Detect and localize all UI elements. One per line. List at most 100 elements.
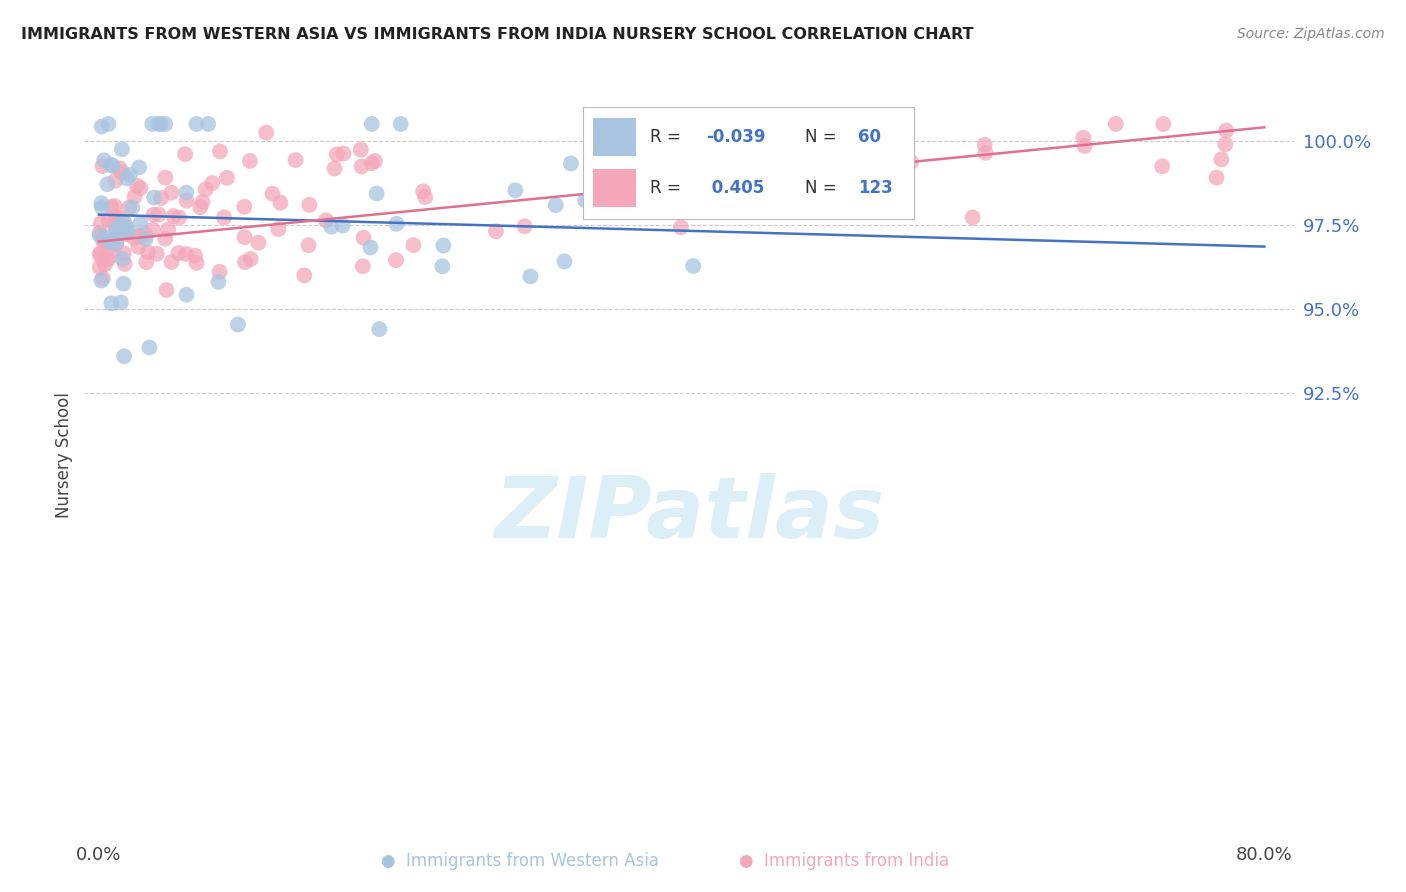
Point (212, 211, 235, 225)
Point (104, 215, 127, 229)
Point (115, 222, 138, 236)
Point (93, 153, 115, 168)
Point (845, 163, 868, 178)
Point (616, 136, 638, 151)
Point (364, 154, 387, 169)
Point (89, 227, 111, 241)
Point (247, 235, 270, 250)
Point (90, 120, 112, 134)
Point (112, 215, 135, 229)
Text: IMMIGRANTS FROM WESTERN ASIA VS IMMIGRANTS FROM INDIA NURSERY SCHOOL CORRELATION: IMMIGRANTS FROM WESTERN ASIA VS IMMIGRAN… (21, 27, 973, 42)
Text: 60: 60 (858, 128, 880, 146)
Text: ZIPatlas: ZIPatlas (494, 474, 884, 557)
Point (900, 154, 922, 169)
Point (332, 219, 354, 233)
Point (97, 117, 120, 131)
Point (298, 198, 321, 212)
Point (962, 211, 984, 225)
Point (103, 248, 125, 262)
Point (323, 161, 346, 176)
Point (186, 256, 208, 270)
Point (90, 273, 112, 287)
Point (197, 117, 219, 131)
Point (112, 349, 135, 363)
Point (91, 235, 114, 249)
Point (128, 228, 150, 243)
Point (208, 145, 231, 159)
Point (413, 190, 436, 204)
Point (96, 177, 118, 191)
Point (97, 212, 120, 227)
Point (97, 252, 120, 267)
Point (101, 159, 124, 173)
Point (1152, 159, 1174, 173)
Text: ●  Immigrants from Western Asia: ● Immigrants from Western Asia (381, 852, 659, 870)
Point (153, 117, 176, 131)
Point (315, 213, 337, 227)
Point (1073, 130, 1095, 145)
Point (350, 160, 373, 174)
Point (1105, 117, 1128, 131)
Point (155, 232, 177, 246)
Point (725, 193, 748, 207)
Point (350, 143, 373, 157)
Point (226, 318, 249, 332)
Point (149, 117, 172, 131)
Point (801, 184, 824, 198)
Point (97, 230, 120, 244)
Text: 0.405: 0.405 (706, 179, 763, 197)
Bar (593, 169, 637, 208)
Text: -0.039: -0.039 (706, 128, 765, 146)
Point (233, 200, 256, 214)
Point (114, 257, 136, 271)
Point (138, 341, 160, 355)
Text: N =: N = (804, 128, 842, 146)
Point (215, 170, 238, 185)
Point (360, 117, 382, 131)
Point (868, 154, 890, 169)
Point (128, 161, 150, 175)
Point (208, 265, 231, 279)
Point (544, 198, 567, 212)
Point (162, 209, 184, 223)
Point (135, 232, 157, 246)
Point (720, 192, 742, 206)
Text: N =: N = (804, 179, 842, 197)
Point (321, 219, 343, 234)
Point (108, 161, 131, 176)
Point (519, 269, 541, 284)
Point (105, 236, 128, 251)
Point (89, 260, 111, 275)
Point (174, 147, 197, 161)
Point (174, 247, 197, 261)
Point (233, 255, 256, 269)
Point (108, 218, 131, 232)
Text: 0.0%: 0.0% (76, 847, 121, 864)
Point (973, 137, 995, 152)
Point (207, 275, 229, 289)
Point (104, 210, 127, 224)
Point (1213, 137, 1236, 152)
Point (553, 254, 575, 268)
Point (155, 283, 177, 297)
Point (117, 224, 139, 238)
Point (104, 230, 127, 244)
Point (121, 201, 143, 215)
Point (136, 245, 159, 260)
Point (104, 219, 127, 233)
Point (91, 252, 114, 267)
Point (432, 260, 454, 274)
Point (141, 117, 163, 131)
Point (360, 156, 382, 170)
Point (239, 252, 262, 266)
Text: R =: R = (650, 128, 686, 146)
Point (135, 255, 157, 269)
Point (353, 231, 375, 245)
Point (891, 125, 914, 139)
Point (115, 171, 138, 186)
Point (90, 245, 112, 260)
Point (176, 287, 198, 301)
Point (782, 122, 804, 136)
Y-axis label: Nursery School: Nursery School (55, 392, 73, 518)
Point (105, 236, 128, 251)
